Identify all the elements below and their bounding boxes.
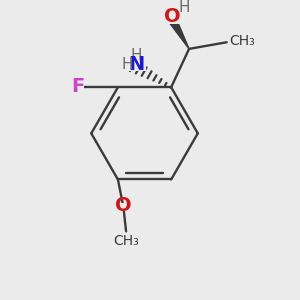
FancyBboxPatch shape	[73, 83, 84, 91]
Text: H: H	[131, 47, 142, 62]
Text: H: H	[122, 57, 133, 72]
Text: O: O	[115, 196, 132, 215]
Text: F: F	[72, 77, 85, 96]
Text: O: O	[164, 7, 181, 26]
Text: CH₃: CH₃	[113, 234, 139, 248]
Polygon shape	[167, 16, 189, 49]
FancyBboxPatch shape	[121, 55, 146, 71]
FancyBboxPatch shape	[118, 203, 128, 211]
FancyBboxPatch shape	[163, 11, 179, 22]
Text: CH₃: CH₃	[230, 34, 255, 48]
Text: N: N	[128, 55, 145, 74]
Text: H: H	[179, 0, 190, 15]
